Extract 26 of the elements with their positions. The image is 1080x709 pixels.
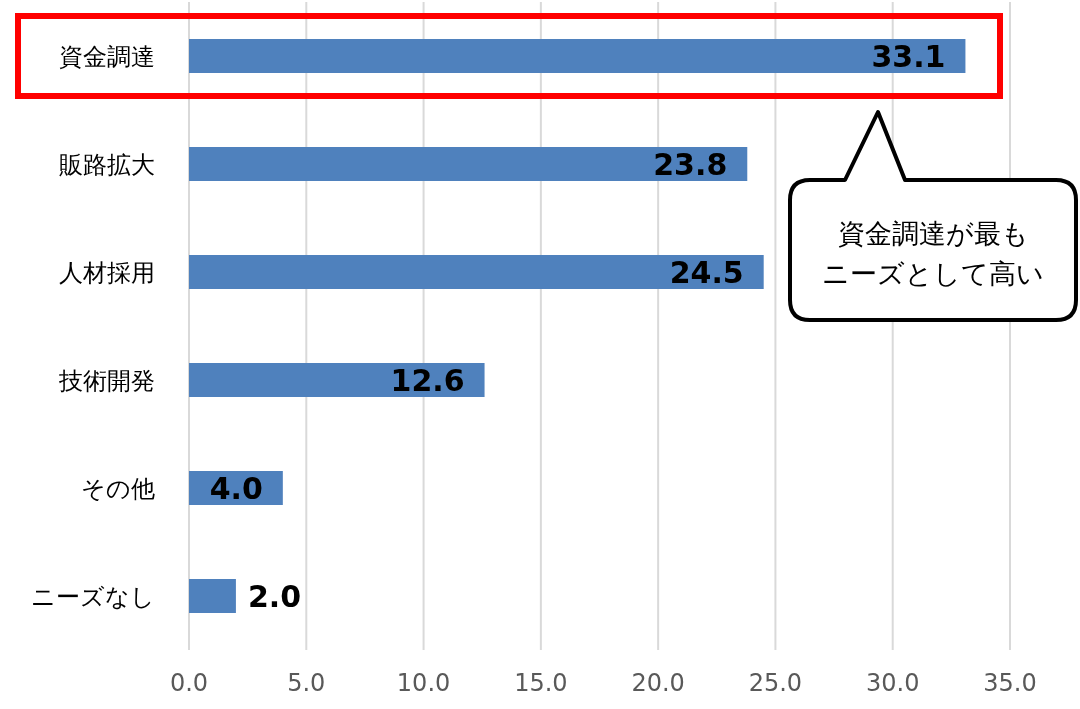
bar [189, 579, 236, 613]
data-label: 24.5 [669, 255, 744, 290]
data-label: 2.0 [247, 579, 302, 614]
x-tick-label: 0.0 [169, 669, 209, 698]
data-label: 23.8 [653, 147, 728, 182]
x-tick-label: 5.0 [287, 669, 326, 698]
data-label: 33.1 [871, 39, 946, 74]
annotation: 資金調達が最もニーズとして高い [822, 218, 1044, 289]
bar [189, 147, 748, 181]
x-tick-label: 35.0 [983, 669, 1037, 698]
bar [189, 255, 764, 289]
y-tick-label: 技術開発 [58, 366, 155, 395]
speech-bubble: 資金調達が最もニーズとして高い [788, 110, 1078, 322]
y-tick-label: 人材採用 [59, 258, 155, 287]
y-tick-label: 資金調達 [59, 42, 155, 71]
y-tick-label: その他 [81, 474, 155, 503]
x-tick-label: 25.0 [748, 669, 803, 698]
x-tick-label: 30.0 [866, 669, 920, 698]
y-tick-label: 販路拡大 [59, 150, 155, 179]
x-tick-label: 20.0 [631, 669, 685, 698]
data-label: 4.0 [209, 471, 263, 506]
y-tick-label: ニーズなし [31, 582, 155, 611]
bar [189, 363, 485, 397]
x-tick-label: 15.0 [514, 669, 568, 698]
data-label: 12.6 [390, 363, 465, 398]
x-tick-label: 10.0 [396, 669, 451, 698]
